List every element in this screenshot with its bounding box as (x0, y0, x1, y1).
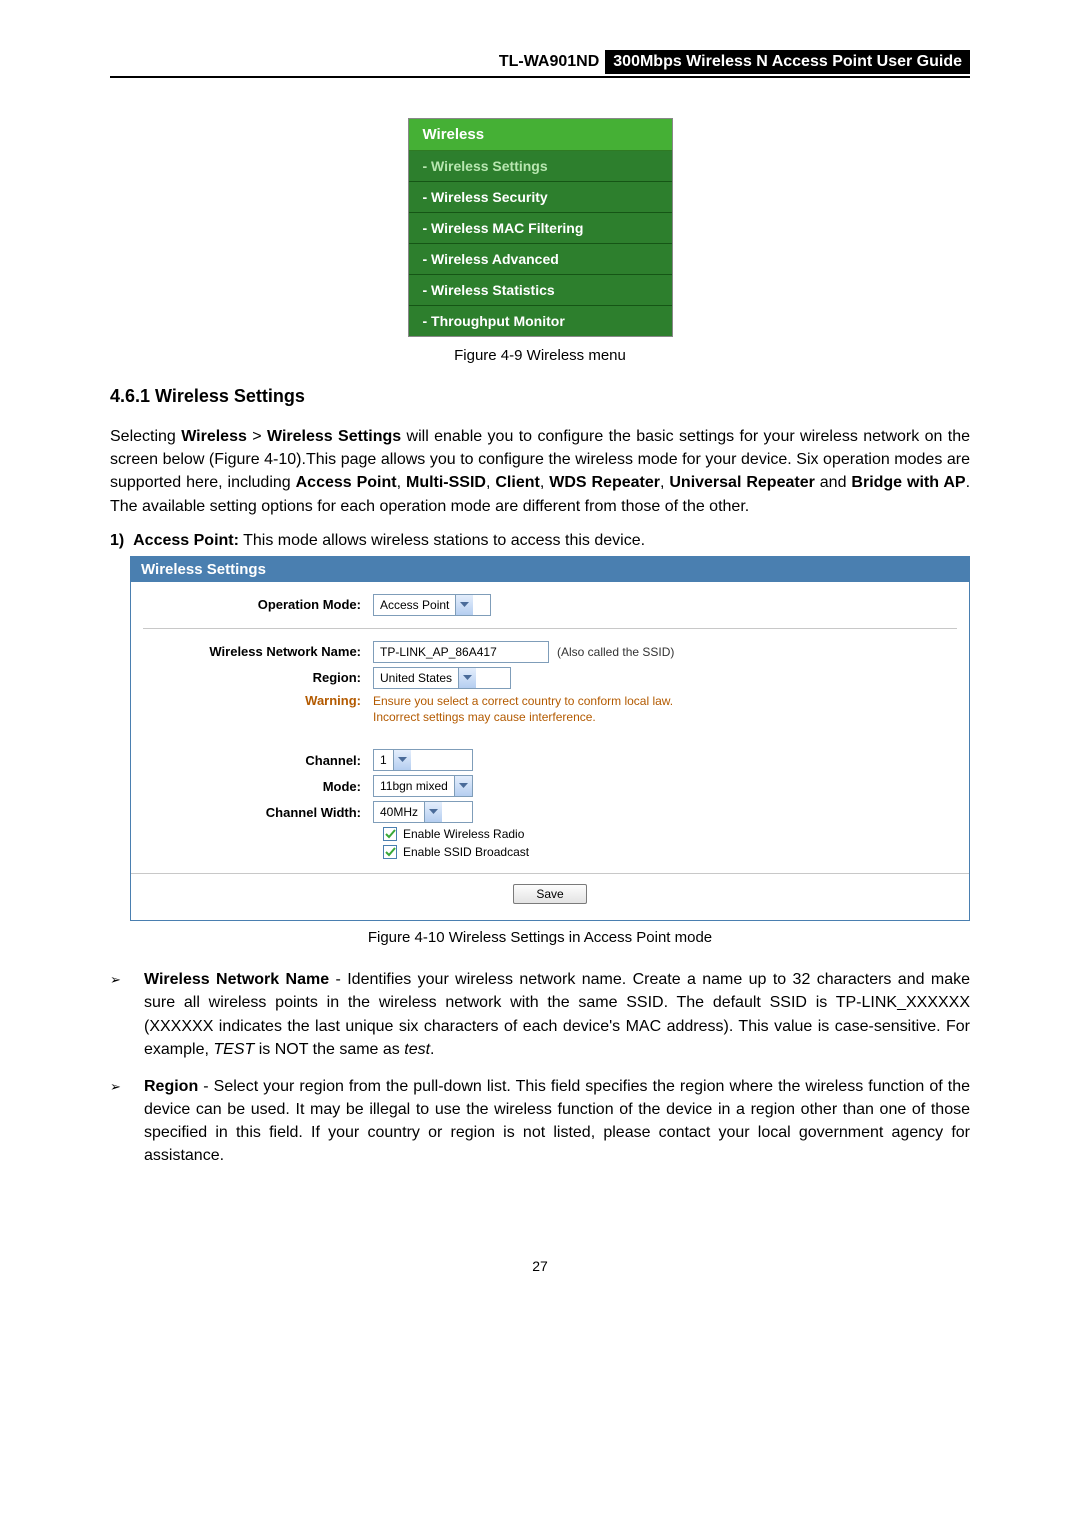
label-channel: Channel: (143, 753, 373, 768)
operation-mode-select[interactable]: Access Point (373, 594, 491, 616)
enable-ssid-broadcast-checkbox[interactable] (383, 845, 397, 859)
wireless-settings-panel: Wireless Settings Operation Mode: Access… (130, 556, 970, 921)
bullet-marker-icon: ➢ (110, 968, 144, 1061)
ssid-hint: (Also called the SSID) (557, 645, 674, 659)
chevron-down-icon (393, 750, 411, 770)
mode-value: 11bgn mixed (374, 779, 454, 793)
intro-gt: > (247, 428, 267, 445)
bullet-wireless-network-name: ➢ Wireless Network Name - Identifies you… (110, 968, 970, 1061)
mode-wds: WDS Repeater (549, 474, 660, 491)
region-select[interactable]: United States (373, 667, 511, 689)
menu-item-throughput-monitor[interactable]: - Throughput Monitor (409, 306, 672, 336)
b1-text-b: is NOT the same as (254, 1041, 404, 1058)
figure-4-9-caption: Figure 4-9 Wireless menu (110, 347, 970, 364)
b1-text-c: . (430, 1041, 434, 1058)
channel-width-value: 40MHz (374, 805, 424, 819)
b1-i1: TEST (213, 1041, 254, 1058)
figure-4-10-caption: Figure 4-10 Wireless Settings in Access … (110, 929, 970, 946)
warning-line-2: Incorrect settings may cause interferenc… (373, 709, 957, 725)
label-mode: Mode: (143, 779, 373, 794)
mode-client: Client (495, 474, 539, 491)
menu-item-wireless-advanced[interactable]: - Wireless Advanced (409, 244, 672, 275)
save-button[interactable]: Save (513, 884, 586, 904)
mode-bridge: Bridge with AP (851, 474, 965, 491)
intro-text: Selecting (110, 428, 181, 445)
menu-item-wireless-statistics[interactable]: - Wireless Statistics (409, 275, 672, 306)
mode-univ: Universal Repeater (669, 474, 814, 491)
enable-wireless-radio-checkbox[interactable] (383, 827, 397, 841)
menu-item-mac-filtering[interactable]: - Wireless MAC Filtering (409, 213, 672, 244)
label-channel-width: Channel Width: (143, 805, 373, 820)
b2-text: - Select your region from the pull-down … (144, 1078, 970, 1165)
label-network-name: Wireless Network Name: (143, 644, 373, 659)
enable-wireless-radio-label: Enable Wireless Radio (403, 827, 524, 841)
mode-ap: Access Point (296, 474, 397, 491)
label-operation-mode: Operation Mode: (143, 597, 373, 612)
network-name-value: TP-LINK_AP_86A417 (380, 645, 497, 659)
bullet-marker-icon: ➢ (110, 1075, 144, 1168)
header-model: TL-WA901ND (493, 50, 605, 74)
panel-title: Wireless Settings (131, 557, 969, 582)
channel-select[interactable]: 1 (373, 749, 473, 771)
menu-header: Wireless (409, 119, 672, 151)
channel-width-select[interactable]: 40MHz (373, 801, 473, 823)
operation-mode-value: Access Point (374, 598, 455, 612)
chevron-down-icon (458, 668, 476, 688)
warning-line-1: Ensure you select a correct country to c… (373, 693, 957, 709)
network-name-input[interactable]: TP-LINK_AP_86A417 (373, 641, 549, 663)
num-1: 1) (110, 532, 124, 549)
header-title: 300Mbps Wireless N Access Point User Gui… (605, 50, 970, 74)
b2-label: Region (144, 1078, 198, 1095)
section-heading: 4.6.1 Wireless Settings (110, 386, 970, 407)
bullet-region: ➢ Region - Select your region from the p… (110, 1075, 970, 1168)
page-header: TL-WA901ND300Mbps Wireless N Access Poin… (110, 50, 970, 78)
mode-mssid: Multi-SSID (406, 474, 486, 491)
num-1-desc: This mode allows wireless stations to ac… (239, 532, 645, 549)
intro-paragraph: Selecting Wireless > Wireless Settings w… (110, 425, 970, 518)
menu-item-wireless-security[interactable]: - Wireless Security (409, 182, 672, 213)
intro-wireless-settings: Wireless Settings (267, 428, 401, 445)
menu-item-wireless-settings[interactable]: - Wireless Settings (409, 151, 672, 182)
label-region: Region: (143, 670, 373, 685)
wireless-menu: Wireless - Wireless Settings - Wireless … (110, 118, 970, 364)
num-1-label: Access Point: (133, 532, 239, 549)
b1-label: Wireless Network Name (144, 971, 329, 988)
mode-select[interactable]: 11bgn mixed (373, 775, 473, 797)
numbered-item-1: 1) Access Point: This mode allows wirele… (110, 532, 970, 550)
enable-ssid-broadcast-label: Enable SSID Broadcast (403, 845, 529, 859)
label-warning: Warning: (143, 693, 373, 708)
channel-value: 1 (374, 753, 393, 767)
b1-i2: test (404, 1041, 430, 1058)
intro-wireless: Wireless (181, 428, 247, 445)
chevron-down-icon (424, 802, 442, 822)
chevron-down-icon (454, 776, 472, 796)
region-value: United States (374, 671, 458, 685)
page-number: 27 (110, 1258, 970, 1274)
chevron-down-icon (455, 595, 473, 615)
